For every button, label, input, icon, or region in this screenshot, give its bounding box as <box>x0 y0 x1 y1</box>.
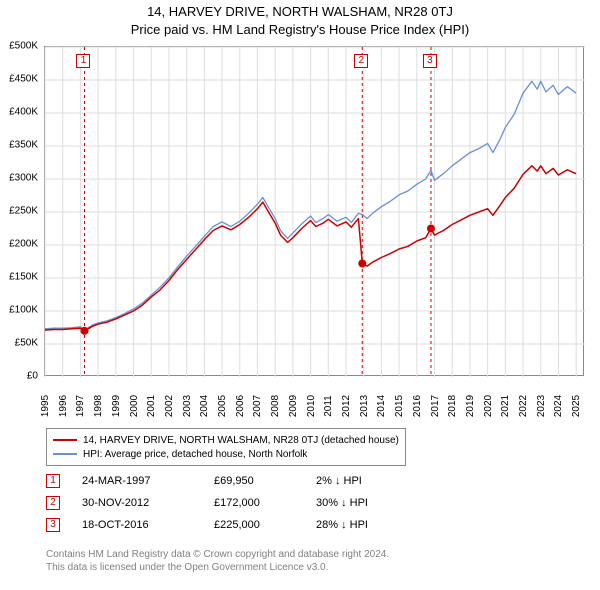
x-tick-label: 2018 <box>447 395 458 417</box>
x-tick-label: 1996 <box>58 395 69 417</box>
x-tick-label: 2001 <box>146 395 157 417</box>
x-tick-label: 2015 <box>394 395 405 417</box>
legend-swatch-hpi <box>53 453 77 455</box>
sale-row: 3 18-OCT-2016 £225,000 28% ↓ HPI <box>46 518 368 532</box>
chart-title-line1: 14, HARVEY DRIVE, NORTH WALSHAM, NR28 0T… <box>0 4 600 19</box>
sale-row-date: 18-OCT-2016 <box>82 519 192 531</box>
y-tick-label: £450K <box>0 74 38 85</box>
y-tick-label: £100K <box>0 305 38 316</box>
x-tick-label: 2002 <box>164 395 175 417</box>
x-tick-label: 2007 <box>252 395 263 417</box>
sale-row-pct: 30% ↓ HPI <box>316 497 368 509</box>
legend-row-property: 14, HARVEY DRIVE, NORTH WALSHAM, NR28 0T… <box>53 433 399 447</box>
x-tick-label: 2011 <box>323 395 334 417</box>
plot-svg <box>45 47 585 377</box>
x-tick-label: 2006 <box>235 395 246 417</box>
x-tick-label: 2008 <box>270 395 281 417</box>
y-tick-label: £200K <box>0 239 38 250</box>
x-tick-label: 2010 <box>306 395 317 417</box>
x-tick-label: 1999 <box>111 395 122 417</box>
x-tick-label: 2022 <box>518 395 529 417</box>
sale-row-number-box: 2 <box>46 496 60 510</box>
sale-row-price: £225,000 <box>214 519 294 531</box>
sale-row: 2 30-NOV-2012 £172,000 30% ↓ HPI <box>46 496 368 510</box>
x-tick-label: 2003 <box>182 395 193 417</box>
legend-label-property: 14, HARVEY DRIVE, NORTH WALSHAM, NR28 0T… <box>83 435 399 446</box>
attribution: Contains HM Land Registry data © Crown c… <box>46 548 389 574</box>
x-tick-label: 2019 <box>465 395 476 417</box>
x-tick-label: 2017 <box>430 395 441 417</box>
x-tick-label: 2020 <box>483 395 494 417</box>
x-tick-label: 2004 <box>199 395 210 417</box>
x-tick-label: 1997 <box>75 395 86 417</box>
chart-title-line2: Price paid vs. HM Land Registry's House … <box>0 22 600 37</box>
x-tick-label: 2013 <box>359 395 370 417</box>
sale-row-date: 24-MAR-1997 <box>82 475 192 487</box>
y-tick-label: £0 <box>0 371 38 382</box>
y-tick-label: £350K <box>0 140 38 151</box>
x-tick-label: 2000 <box>129 395 140 417</box>
sale-row-price: £69,950 <box>214 475 294 487</box>
y-tick-label: £400K <box>0 107 38 118</box>
x-tick-label: 2012 <box>341 395 352 417</box>
sale-marker-box: 2 <box>354 54 368 68</box>
sale-marker-box: 3 <box>423 54 437 68</box>
legend-label-hpi: HPI: Average price, detached house, Nort… <box>83 449 307 460</box>
x-tick-label: 2021 <box>500 395 511 417</box>
y-tick-label: £50K <box>0 338 38 349</box>
attribution-line2: This data is licensed under the Open Gov… <box>46 561 389 574</box>
sale-row-number-box: 1 <box>46 474 60 488</box>
sale-marker-box: 1 <box>76 54 90 68</box>
legend-swatch-property <box>53 439 77 441</box>
sale-row-pct: 2% ↓ HPI <box>316 475 362 487</box>
x-tick-label: 2025 <box>571 395 582 417</box>
legend: 14, HARVEY DRIVE, NORTH WALSHAM, NR28 0T… <box>46 428 406 466</box>
sale-row-price: £172,000 <box>214 497 294 509</box>
chart-container: 14, HARVEY DRIVE, NORTH WALSHAM, NR28 0T… <box>0 0 600 590</box>
y-tick-label: £150K <box>0 272 38 283</box>
x-tick-label: 2009 <box>288 395 299 417</box>
x-tick-label: 1998 <box>93 395 104 417</box>
x-tick-label: 2014 <box>376 395 387 417</box>
y-tick-label: £250K <box>0 206 38 217</box>
plot-area <box>44 46 584 376</box>
sale-row-number-box: 3 <box>46 518 60 532</box>
x-tick-label: 2016 <box>412 395 423 417</box>
attribution-line1: Contains HM Land Registry data © Crown c… <box>46 548 389 561</box>
x-tick-label: 1995 <box>40 395 51 417</box>
legend-row-hpi: HPI: Average price, detached house, Nort… <box>53 447 399 461</box>
x-tick-label: 2023 <box>536 395 547 417</box>
sale-row: 1 24-MAR-1997 £69,950 2% ↓ HPI <box>46 474 362 488</box>
y-tick-label: £300K <box>0 173 38 184</box>
x-tick-label: 2024 <box>553 395 564 417</box>
sale-row-date: 30-NOV-2012 <box>82 497 192 509</box>
y-tick-label: £500K <box>0 41 38 52</box>
sale-row-pct: 28% ↓ HPI <box>316 519 368 531</box>
x-tick-label: 2005 <box>217 395 228 417</box>
